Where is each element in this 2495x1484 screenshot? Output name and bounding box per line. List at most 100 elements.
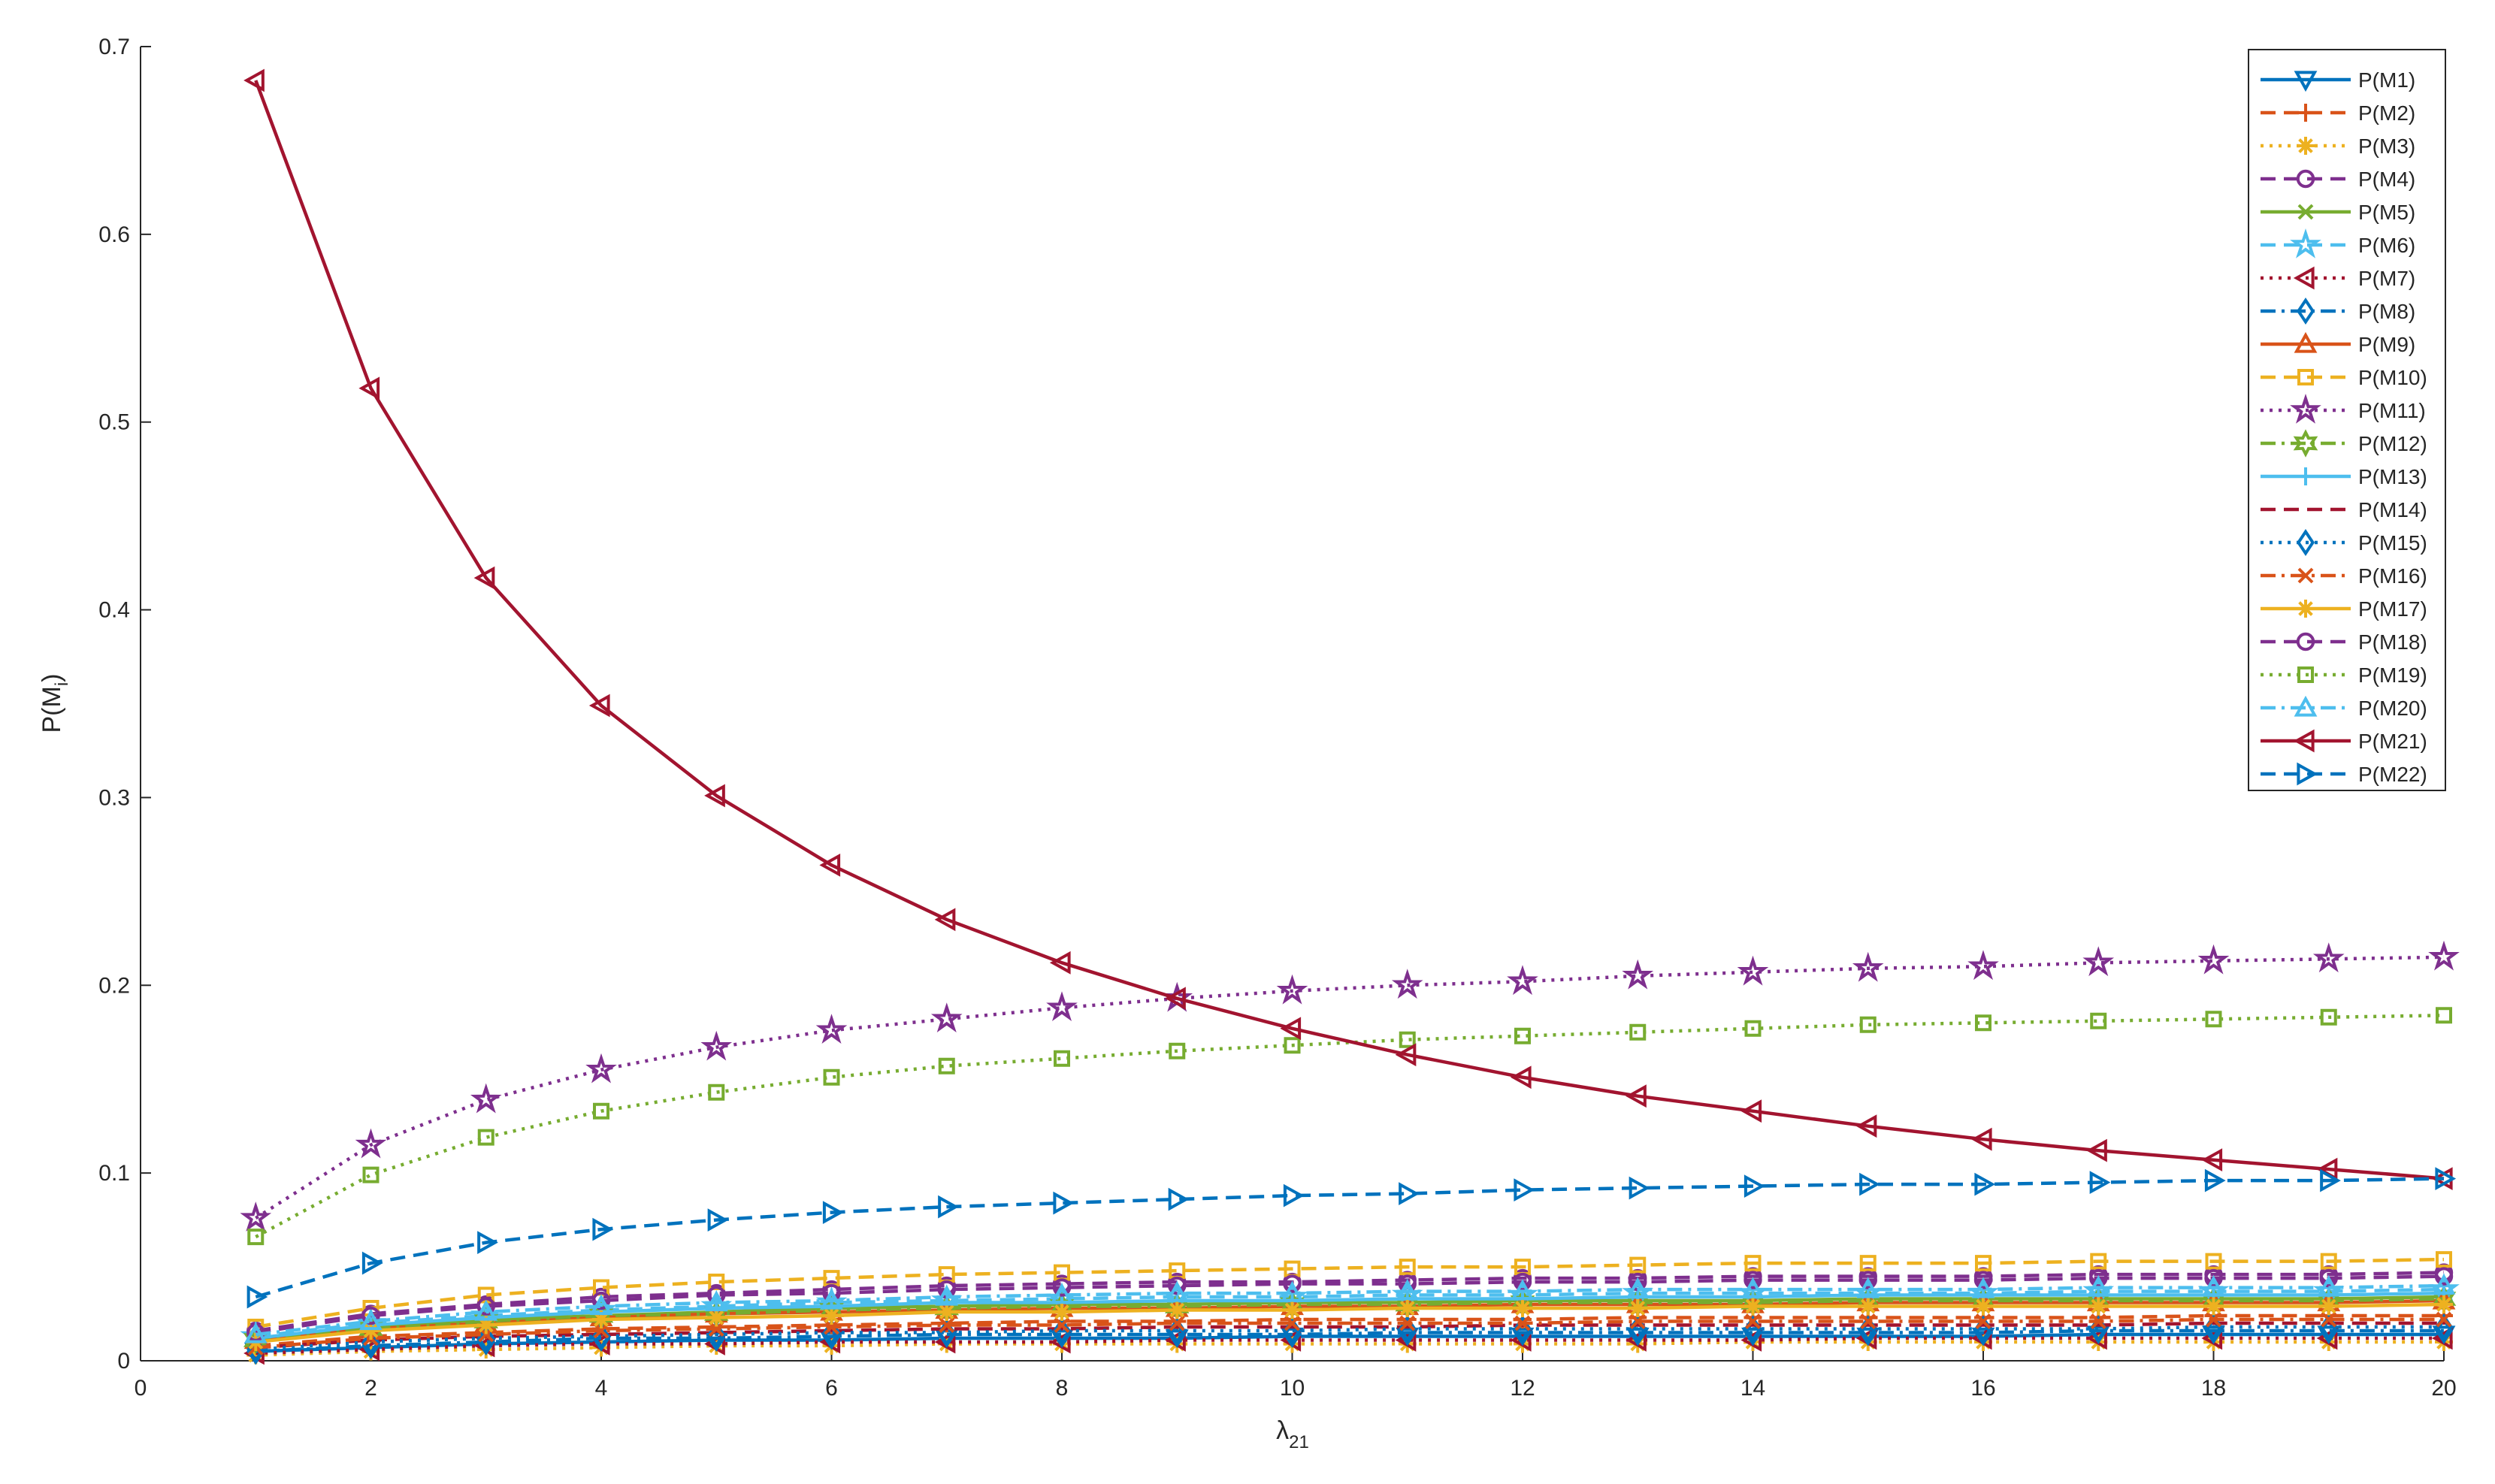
x-tick-label: 18 [2201,1376,2226,1401]
marker [1743,1174,1765,1198]
marker [477,1231,498,1254]
marker [240,1201,272,1232]
marker [1168,1187,1190,1211]
marker [1629,1313,1646,1329]
marker [1053,1303,1071,1322]
marker [2290,393,2321,424]
marker [2204,1317,2223,1345]
marker [247,1229,265,1246]
series-line [256,1325,2444,1352]
marker [592,1217,614,1241]
marker [1860,1313,1877,1329]
marker [1510,1065,1532,1090]
series-line [254,80,2445,1180]
point [1405,1325,1409,1329]
y-tick-label: 0.3 [98,785,130,810]
marker [2205,1011,2222,1028]
series-line [255,1014,2445,1239]
point [1060,1327,1063,1331]
legend-label: P(M20) [2358,697,2427,720]
y-axis-label-subscript: i [52,682,72,686]
marker [474,1299,498,1321]
series-line [256,1332,2444,1353]
marker [1284,1260,1301,1277]
marker [1168,1301,1187,1319]
legend-label: P(M11) [2358,399,2426,422]
marker [1052,1317,1072,1345]
legend-label: P(M18) [2358,630,2427,654]
marker [2436,1251,2452,1268]
marker [1514,1259,1531,1276]
marker [1629,1023,1647,1041]
marker [1737,955,1769,986]
marker [1629,1299,1647,1318]
marker [359,1309,383,1331]
point [1751,1323,1755,1327]
marker [361,1251,383,1275]
marker [1743,1297,1762,1316]
marker [937,1303,956,1322]
marker [593,1102,609,1120]
legend-label: P(M19) [2358,663,2427,687]
marker [1511,1279,1535,1301]
marker [1513,1315,1532,1343]
point [2097,1323,2100,1327]
x-axis-label-main: λ [1276,1416,1289,1445]
marker [2293,429,2318,458]
marker [2206,1311,2221,1328]
marker [1165,1280,1189,1302]
marker [707,1321,726,1349]
marker [2296,297,2315,325]
legend-label: P(M13) [2358,465,2427,488]
marker [2435,1295,2453,1314]
marker [1280,1017,1302,1041]
marker [2293,729,2315,753]
marker [2297,204,2314,220]
legend-label: P(M2) [2358,101,2415,125]
marker [2320,1008,2337,1026]
marker [1970,1127,1992,1151]
y-tick-label: 0.5 [98,410,130,435]
legend-label: P(M12) [2358,432,2427,455]
marker [592,1310,610,1329]
point [830,1329,833,1333]
marker [2294,71,2318,92]
legend-label: P(M14) [2358,498,2427,521]
series-line [255,1177,2445,1299]
marker [1398,1299,1417,1318]
legend-label: P(M1) [2358,68,2415,92]
x-tick-label: 4 [595,1376,608,1401]
marker [2320,1253,2337,1270]
marker [1399,1315,1416,1331]
marker [1399,1182,1420,1206]
marker [2319,1297,2338,1316]
marker [1626,1084,1647,1108]
marker [1859,1016,1877,1033]
series-line [256,1313,2444,1348]
marker [1276,974,1308,1005]
y-axis-label-main: P(M [38,686,66,733]
point [2442,1322,2445,1325]
series-line [256,1321,2444,1350]
series-line [256,1340,2444,1357]
marker [2297,369,2314,385]
marker [824,1319,839,1335]
marker [938,1195,959,1219]
marker [822,1201,844,1225]
marker [477,1129,494,1146]
marker [1745,1313,1761,1329]
marker [2321,1311,2337,1328]
x-tick-label: 0 [135,1376,147,1401]
marker [1514,1178,1535,1202]
series-line [256,1297,2445,1342]
marker [1284,1315,1300,1331]
legend-label: P(M5) [2358,201,2415,224]
x-axis-label-subscript: 21 [1289,1432,1309,1452]
x-axis-label: λ21 [1276,1416,1309,1452]
series-line [256,1317,2444,1350]
marker [2201,1148,2223,1172]
marker [2297,600,2315,618]
marker [1967,950,1999,981]
marker [1741,1277,1765,1298]
marker [1626,1277,1650,1298]
